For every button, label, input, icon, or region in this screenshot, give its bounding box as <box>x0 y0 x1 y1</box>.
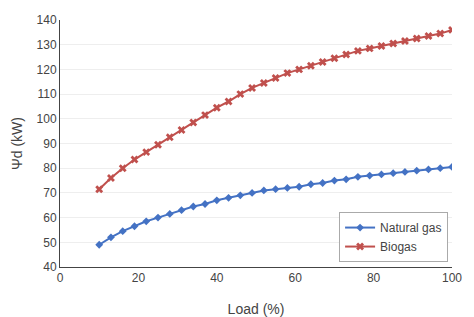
svg-text:Load (%): Load (%) <box>228 301 285 317</box>
svg-text:0: 0 <box>57 271 64 285</box>
svg-text:Biogas: Biogas <box>380 240 417 254</box>
svg-text:60: 60 <box>289 271 303 285</box>
svg-text:40: 40 <box>43 260 57 274</box>
svg-text:100: 100 <box>37 112 57 126</box>
svg-text:100: 100 <box>442 271 462 285</box>
svg-text:Natural gas: Natural gas <box>380 221 441 235</box>
svg-text:70: 70 <box>43 186 57 200</box>
svg-text:80: 80 <box>43 161 57 175</box>
svg-text:40: 40 <box>210 271 224 285</box>
svg-text:140: 140 <box>37 13 57 27</box>
svg-text:50: 50 <box>43 236 57 250</box>
svg-text:80: 80 <box>367 271 381 285</box>
svg-text:90: 90 <box>43 137 57 151</box>
svg-text:60: 60 <box>43 211 57 225</box>
svg-text:20: 20 <box>132 271 146 285</box>
svg-text:110: 110 <box>37 87 56 101</box>
svg-text:Ψd (kW): Ψd (kW) <box>9 117 25 170</box>
svg-text:120: 120 <box>37 63 57 77</box>
svg-text:130: 130 <box>37 38 57 52</box>
